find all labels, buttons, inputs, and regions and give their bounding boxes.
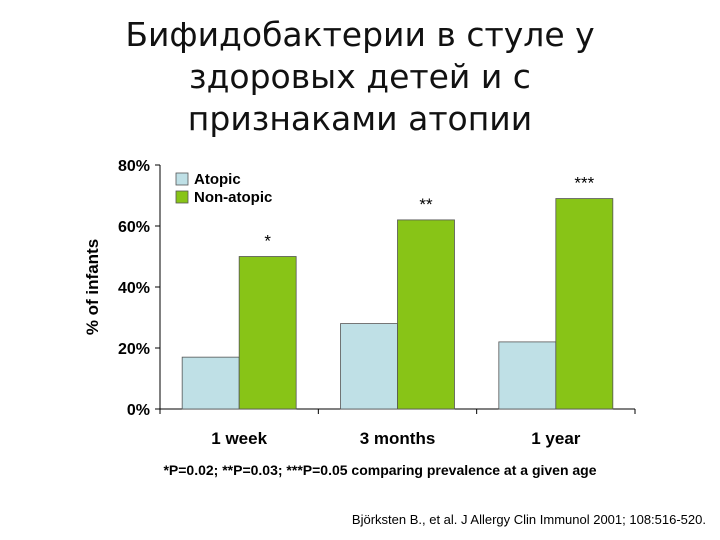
y-tick-label: 80%	[118, 158, 150, 175]
x-tick-label: 1 year	[531, 429, 581, 448]
legend-label: Non-atopic	[194, 189, 272, 206]
significance-marker: *	[264, 232, 271, 251]
y-tick-label: 40%	[118, 280, 150, 297]
legend-swatch-non-atopic	[175, 190, 189, 204]
bar-non-atopic	[397, 219, 455, 410]
bar-atopic	[340, 323, 398, 410]
bar-non-atopic	[555, 198, 614, 410]
citation: Björksten B., et al. J Allergy Clin Immu…	[351, 512, 706, 527]
bar-non-atopic	[238, 256, 297, 410]
bar-atopic	[181, 356, 240, 410]
bar-atopic	[498, 341, 557, 410]
significance-marker: **	[419, 195, 433, 214]
title-line-2: здоровых детей и с	[189, 57, 531, 96]
legend-label: Atopic	[194, 171, 241, 188]
y-tick-label: 0%	[127, 402, 150, 419]
significance-marker: ***	[574, 174, 594, 193]
slide-title: Бифидобактерии в стуле у здоровых детей …	[60, 14, 660, 140]
significance-footnote: *P=0.02; **P=0.03; ***P=0.05 comparing p…	[163, 462, 597, 478]
y-tick-label: 20%	[118, 341, 150, 358]
title-line-3: признаками атопии	[187, 99, 533, 138]
x-tick-label: 1 week	[211, 429, 267, 448]
x-tick-label: 3 months	[360, 429, 436, 448]
y-tick-label: 60%	[118, 219, 150, 236]
title-line-1: Бифидобактерии в стуле у	[125, 15, 595, 54]
legend-swatch-atopic	[175, 172, 189, 186]
y-axis-label: % of infants	[83, 239, 102, 335]
